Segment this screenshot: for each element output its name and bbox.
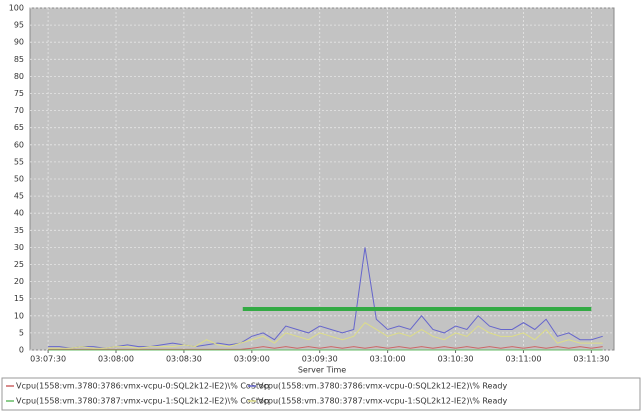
y-tick-label: 10 <box>14 311 24 320</box>
legend-label: Vcpu(1558:vm.3780:3786:vmx-vcpu-0:SQL2k1… <box>258 382 507 391</box>
series-line <box>48 346 603 350</box>
y-tick-label: 65 <box>14 123 24 132</box>
x-tick-label: 03:09:00 <box>234 355 270 364</box>
x-tick-label: 03:08:30 <box>166 355 202 364</box>
y-tick-label: 100 <box>9 4 24 13</box>
series-line <box>48 247 603 349</box>
y-tick-label: 0 <box>19 346 24 355</box>
y-tick-label: 80 <box>14 72 24 81</box>
y-tick-label: 50 <box>14 175 24 184</box>
y-tick-label: 35 <box>14 226 24 235</box>
y-tick-label: 55 <box>14 157 24 166</box>
y-tick-label: 95 <box>14 21 24 30</box>
y-tick-label: 15 <box>14 294 24 303</box>
x-tick-label: 03:10:30 <box>438 355 474 364</box>
legend-label: Vcpu(1558:vm.3780:3787:vmx-vcpu-1:SQL2k1… <box>258 397 507 406</box>
series-line <box>48 321 603 349</box>
x-tick-label: 03:11:00 <box>505 355 541 364</box>
x-tick-label: 03:09:30 <box>302 355 338 364</box>
y-tick-label: 25 <box>14 260 24 269</box>
x-tick-label: 03:11:30 <box>573 355 609 364</box>
legend-label: Vcpu(1558:vm.3780:3787:vmx-vcpu-1:SQL2k1… <box>16 397 269 406</box>
y-tick-label: 30 <box>14 243 24 252</box>
y-tick-label: 85 <box>14 55 24 64</box>
y-tick-label: 20 <box>14 277 24 286</box>
y-tick-label: 75 <box>14 89 24 98</box>
y-tick-label: 45 <box>14 192 24 201</box>
legend-label: Vcpu(1558:vm.3780:3786:vmx-vcpu-0:SQL2k1… <box>16 382 269 391</box>
y-tick-label: 40 <box>14 209 24 218</box>
x-tick-label: 03:08:00 <box>98 355 134 364</box>
y-tick-label: 90 <box>14 38 24 47</box>
legend <box>1 377 641 411</box>
y-tick-label: 5 <box>19 328 24 337</box>
y-tick-label: 70 <box>14 106 24 115</box>
x-tick-label: 03:07:30 <box>30 355 66 364</box>
y-tick-label: 60 <box>14 140 24 149</box>
x-axis-title: Server Time <box>298 366 346 375</box>
x-tick-label: 03:10:00 <box>370 355 406 364</box>
